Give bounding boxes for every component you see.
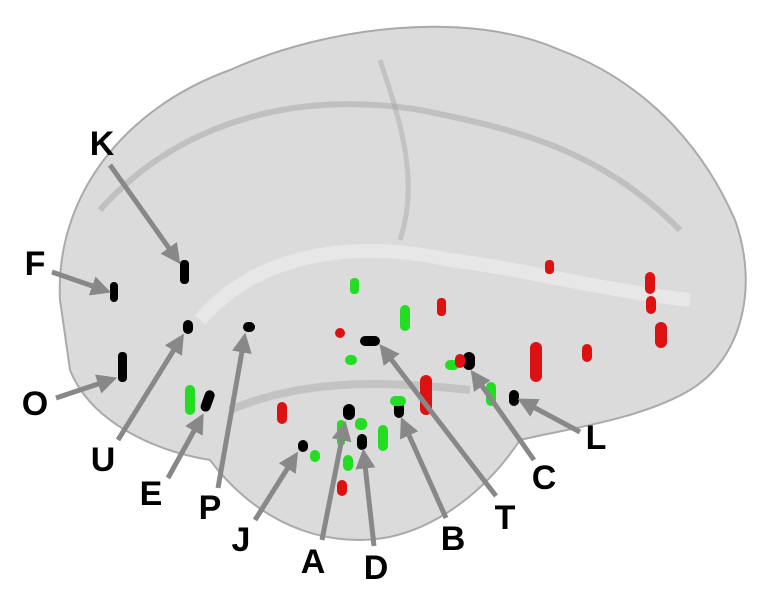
arrows <box>51 163 582 547</box>
label: D <box>364 549 389 587</box>
label: A <box>301 543 326 581</box>
label: C <box>532 459 557 497</box>
label: L <box>586 419 607 457</box>
label: T <box>495 499 516 537</box>
label: F <box>25 245 46 283</box>
label: K <box>90 125 115 163</box>
label: O <box>22 385 48 423</box>
label: B <box>441 520 466 558</box>
labels: K F O U E P J A D B T C L <box>22 125 607 587</box>
brain <box>58 25 747 542</box>
label: E <box>140 475 163 513</box>
label: J <box>232 521 251 559</box>
label: U <box>91 441 116 479</box>
electrodes <box>110 260 667 496</box>
label: P <box>199 489 222 527</box>
